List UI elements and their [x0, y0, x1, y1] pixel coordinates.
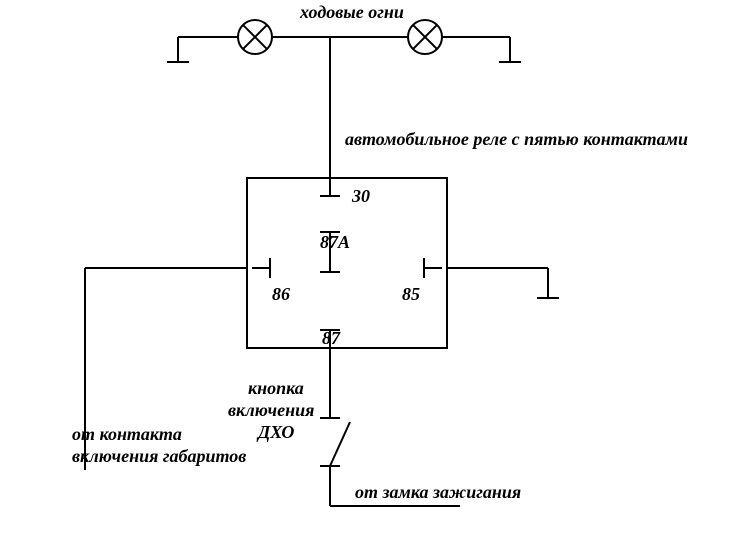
label-running-lights: ходовые огни: [299, 2, 404, 22]
label-switch-2: включения: [228, 400, 314, 420]
label-switch-3: ДХО: [256, 422, 294, 442]
label-relay-caption: автомобильное реле с пятью контактами: [345, 129, 688, 149]
pin-86-label: 86: [272, 284, 290, 304]
pin-30-label: 30: [351, 186, 370, 206]
pin-87a-label: 87А: [320, 232, 350, 252]
relay-box: [247, 178, 447, 348]
pin-87-label: 87: [322, 328, 341, 348]
label-sidelights-1: от контакта: [72, 424, 182, 444]
label-sidelights-2: включения габаритов: [72, 446, 246, 466]
label-ignition: от замка зажигания: [355, 482, 521, 502]
switch-blade: [330, 422, 350, 466]
pin-85-label: 85: [402, 284, 420, 304]
wiring-diagram: ходовые огни автомобильное реле с пятью к…: [0, 0, 750, 534]
label-switch-1: кнопка: [248, 378, 304, 398]
